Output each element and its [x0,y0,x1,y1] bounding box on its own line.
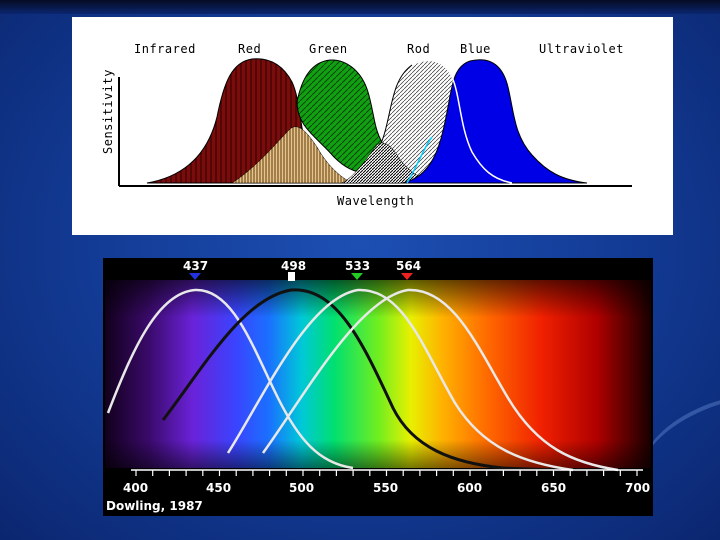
label-infrared: Infrared [134,42,196,56]
tick-400: 400 [123,481,148,495]
peak-label-437: 437 [183,259,208,273]
y-axis-label: Sensitivity [101,69,115,154]
slide-top-bar [0,0,720,14]
cone-sensitivity-diagram: Infrared Red Green Rod Blue Ultraviolet … [72,17,673,235]
peak-marker-533: 533 [345,259,370,280]
cyan-overlap-line [406,136,433,184]
cone-sensitivity-svg: Infrared Red Green Rod Blue Ultraviolet … [101,42,632,208]
tick-650: 650 [541,481,566,495]
peak-label-498: 498 [281,259,306,273]
label-rod: Rod [407,42,430,56]
peak-label-533: 533 [345,259,370,273]
blue-cone-curve-437 [106,288,354,470]
tick-500: 500 [289,481,314,495]
minor-ticks [135,470,638,476]
peak-marker-498: 498 [281,259,306,281]
peak-triangle-533 [351,273,363,280]
rod-outline-over-blue [411,59,513,184]
peak-label-564: 564 [396,259,421,273]
spectrum-svg: 437 498 533 564 400 450 500 550 600 650 … [105,259,651,513]
peak-triangle-437 [189,273,201,280]
credit-text: Dowling, 1987 [106,499,203,513]
label-red: Red [238,42,261,56]
label-green: Green [309,42,348,56]
red-green-overlap-area [231,126,353,184]
label-ultraviolet: Ultraviolet [539,42,624,56]
tick-600: 600 [457,481,482,495]
spectrum-sensitivity-diagram: 437 498 533 564 400 450 500 550 600 650 … [103,258,653,516]
peak-marker-437: 437 [183,259,208,280]
peak-marker-564: 564 [396,259,421,280]
tick-700: 700 [625,481,650,495]
peak-triangle-564 [401,273,413,280]
green-cone-curve-533 [226,288,574,472]
tick-550: 550 [373,481,398,495]
rod-green-overlap-area [341,142,433,184]
label-blue: Blue [460,42,491,56]
tick-450: 450 [206,481,231,495]
red-cone-curve-564 [261,288,619,472]
rod-curve-498 [161,288,604,472]
blue-cone-curve [401,59,588,184]
x-axis-label: Wavelength [337,194,414,208]
peak-square-498 [288,272,295,281]
